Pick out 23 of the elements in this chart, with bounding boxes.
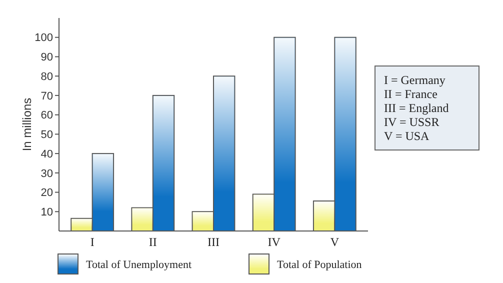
x-tick-label: IV: [268, 235, 281, 249]
y-tick-label: 90: [40, 52, 53, 64]
x-tick-label: I: [90, 235, 94, 249]
y-tick-label: 80: [40, 70, 53, 83]
y-axis-title: In millions: [20, 98, 34, 152]
x-tick-label: V: [330, 235, 340, 249]
x-tick-label: II: [148, 235, 157, 249]
y-tick-label: 50: [40, 129, 53, 142]
y-tick-label: 60: [40, 110, 53, 122]
y-tick-label: 30: [40, 168, 53, 180]
y-tick-label: 100: [34, 32, 53, 44]
y-tick-label: 10: [40, 206, 53, 218]
text: III = England: [384, 101, 449, 115]
text: IV = USSR: [384, 115, 440, 129]
text: I = Germany: [384, 73, 446, 87]
text: II = France: [384, 87, 438, 101]
y-tick-label: 40: [40, 148, 53, 160]
legend-label: Total of Unemployment: [86, 259, 192, 271]
x-tick-label: III: [208, 235, 220, 249]
y-tick-label: 70: [40, 90, 53, 102]
text: V = USA: [384, 129, 430, 143]
y-tick-label: 20: [40, 187, 53, 200]
legend-label: Total of Population: [277, 259, 362, 271]
